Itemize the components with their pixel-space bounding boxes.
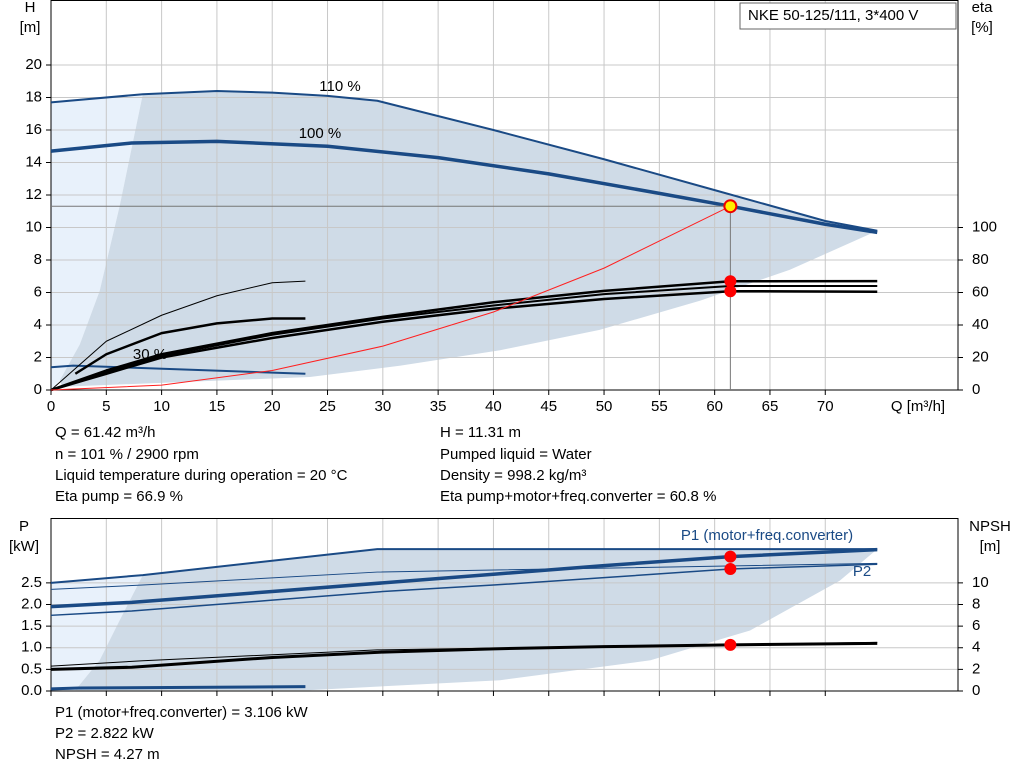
power-info: P2 = 2.822 kW: [55, 725, 155, 742]
curve-label: P1 (motor+freq.converter): [681, 527, 853, 544]
curve: [50, 289, 878, 392]
y2-tick-label: 4: [972, 639, 980, 656]
y-axis-label: H: [25, 0, 36, 16]
operating-range: [59, 91, 878, 387]
y2-tick-label: 2: [972, 660, 980, 677]
curve-label: 110 %: [319, 78, 360, 95]
x-tick-label: 45: [540, 398, 557, 415]
x-axis-label: Q [m³/h]: [891, 398, 945, 415]
y2-tick-label: 100: [972, 218, 997, 235]
x-tick-label: 5: [102, 398, 110, 415]
curve: [50, 279, 878, 392]
duty-point: [723, 199, 738, 214]
y2-tick-label: 0: [972, 682, 980, 699]
x-tick-label: 0: [47, 398, 55, 415]
y2-axis-unit: [m]: [980, 538, 1001, 555]
curve-label: 100 %: [299, 125, 342, 142]
x-tick-label: 50: [596, 398, 613, 415]
operating-info: Pumped liquid = Water: [440, 446, 592, 463]
operating-info: Density = 998.2 kg/m³: [440, 467, 586, 484]
y-tick-label: 1.5: [21, 617, 42, 634]
curve: [50, 562, 878, 590]
y-tick-label: 4: [34, 316, 42, 333]
curve: [50, 641, 878, 667]
duty-point: [724, 285, 737, 298]
y-tick-label: 14: [25, 153, 42, 170]
operating-range: [51, 94, 143, 390]
y-tick-label: 16: [25, 121, 42, 138]
chart-title: NKE 50-125/111, 3*400 V: [748, 7, 918, 24]
operating-info: Q = 61.42 m³/h: [55, 424, 155, 441]
y2-axis-label: NPSH: [969, 518, 1011, 535]
duty-point: [724, 275, 737, 288]
x-tick-label: 15: [209, 398, 226, 415]
curve: [50, 280, 306, 391]
y-tick-label: 0.5: [21, 660, 42, 677]
operating-info: Eta pump+motor+freq.converter = 60.8 %: [440, 488, 716, 505]
x-tick-label: 60: [706, 398, 723, 415]
y2-tick-label: 10: [972, 574, 989, 591]
y2-tick-label: 20: [972, 348, 989, 365]
curve: [50, 685, 306, 691]
y2-tick-label: 80: [972, 251, 989, 268]
duty-point: [724, 550, 737, 563]
y-tick-label: 8: [34, 251, 42, 268]
y-tick-label: 1.0: [21, 639, 42, 656]
curve: [50, 548, 878, 584]
x-tick-label: 65: [762, 398, 779, 415]
y-tick-label: 6: [34, 283, 42, 300]
operating-info: n = 101 % / 2900 rpm: [55, 446, 199, 463]
y2-tick-label: 60: [972, 283, 989, 300]
y-tick-label: 12: [25, 186, 42, 203]
y2-tick-label: 6: [972, 617, 980, 634]
duty-point: [724, 638, 737, 651]
operating-info: H = 11.31 m: [440, 424, 521, 441]
x-tick-label: 25: [319, 398, 336, 415]
y-tick-label: 10: [25, 218, 42, 235]
curve: [50, 139, 878, 235]
y-tick-label: 0.0: [21, 682, 42, 699]
curve: [50, 285, 878, 391]
curve: [50, 90, 878, 232]
curve: [50, 205, 731, 391]
x-tick-label: 30: [374, 398, 391, 415]
operating-info: Liquid temperature during operation = 20…: [55, 467, 348, 484]
y-tick-label: 2: [34, 348, 42, 365]
power-info: P1 (motor+freq.converter) = 3.106 kW: [55, 704, 308, 721]
curve: [74, 317, 306, 375]
y-tick-label: 0: [34, 381, 42, 398]
curve-label: P2: [853, 563, 871, 580]
y2-axis-label: eta: [972, 0, 994, 16]
plot-frame: [50, 0, 959, 391]
y2-tick-label: 8: [972, 595, 980, 612]
x-tick-label: 35: [430, 398, 447, 415]
y2-tick-label: 0: [972, 381, 980, 398]
y-tick-label: 18: [25, 88, 42, 105]
title-box: [739, 2, 957, 30]
y-axis-unit: [kW]: [9, 538, 39, 555]
y-axis-unit: [m]: [20, 19, 41, 36]
y2-axis-unit: [%]: [971, 19, 993, 36]
curve: [50, 563, 878, 617]
y-tick-label: 2.0: [21, 595, 42, 612]
y-tick-label: 2.5: [21, 574, 42, 591]
duty-point: [724, 562, 737, 575]
plot-frame: [50, 518, 959, 692]
curve: [50, 364, 306, 375]
y-axis-label: P: [19, 518, 29, 535]
x-tick-label: 55: [651, 398, 668, 415]
power-info: NPSH = 4.27 m: [55, 746, 160, 763]
x-tick-label: 10: [153, 398, 170, 415]
x-tick-label: 20: [264, 398, 281, 415]
y-tick-label: 20: [25, 56, 42, 73]
operating-info: Eta pump = 66.9 %: [55, 488, 183, 505]
x-tick-label: 70: [817, 398, 834, 415]
y2-tick-label: 40: [972, 316, 989, 333]
x-tick-label: 40: [485, 398, 502, 415]
curve: [50, 547, 878, 609]
